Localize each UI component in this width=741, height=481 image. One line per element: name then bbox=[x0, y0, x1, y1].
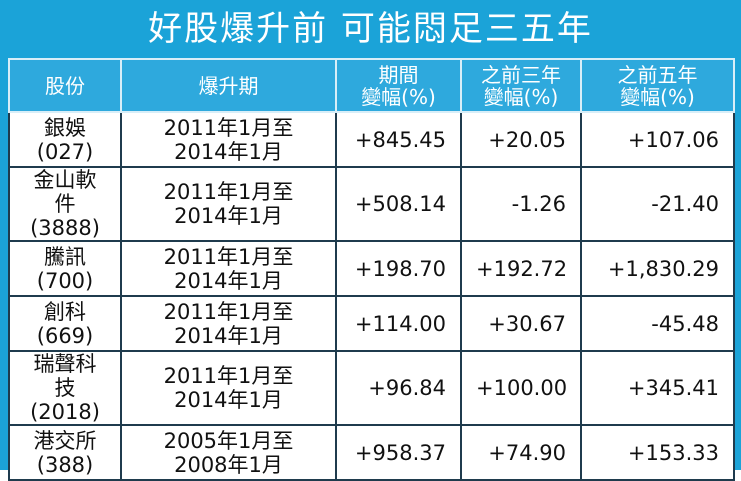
number-cell: +96.84 bbox=[335, 350, 462, 426]
table-row: 瑞聲科技 (2018) 2011年1月至 2014年1月 +96.84 +100.00 +3… bbox=[8, 350, 735, 426]
cell-line: +192.72 bbox=[476, 256, 568, 281]
number-cell: -21.40 bbox=[580, 166, 735, 242]
cell-line: 銀娛 bbox=[44, 115, 86, 140]
number-cell: -45.48 bbox=[580, 295, 735, 352]
cell-line: +114.00 bbox=[354, 311, 446, 336]
cell-line: +107.06 bbox=[627, 127, 719, 152]
cell-line: 期間 bbox=[378, 62, 419, 87]
cell-line: +345.41 bbox=[627, 376, 719, 400]
text-cell: 銀娛 (027) bbox=[8, 111, 122, 168]
cell-line: (700) bbox=[36, 268, 94, 293]
table-row: 港交所 (388) 2005年1月至 2008年1月 +958.37 +74.90 +153… bbox=[8, 424, 735, 481]
cell-line: 2014年1月 bbox=[174, 139, 283, 164]
cell-line: 金山軟件 bbox=[33, 168, 97, 216]
cell-line: +153.33 bbox=[627, 440, 719, 465]
header-cell: 之前三年 變幅(%) bbox=[460, 58, 582, 113]
cell-line: 之前三年 bbox=[481, 62, 561, 87]
number-cell: +30.67 bbox=[460, 295, 582, 352]
text-cell: 2011年1月至 2014年1月 bbox=[120, 295, 337, 352]
table-row: 騰訊 (700) 2011年1月至 2014年1月 +198.70 +192.72 +1,8… bbox=[8, 240, 735, 297]
cell-line: +96.84 bbox=[368, 376, 446, 400]
title: 好股爆升前 可能悶足三五年 bbox=[148, 9, 593, 49]
number-cell: +958.37 bbox=[335, 424, 462, 481]
number-cell: +845.45 bbox=[335, 111, 462, 168]
cell-line: 股份 bbox=[45, 73, 85, 98]
header-cell: 爆升期 bbox=[120, 58, 337, 113]
cell-line: +30.67 bbox=[488, 311, 566, 336]
cell-line: 2011年1月至 bbox=[163, 244, 294, 269]
text-cell: 2011年1月至 2014年1月 bbox=[120, 166, 337, 242]
text-cell: 2011年1月至 2014年1月 bbox=[120, 240, 337, 297]
number-cell: +100.00 bbox=[460, 350, 582, 426]
cell-line: +958.37 bbox=[354, 440, 446, 465]
cell-line: +100.00 bbox=[476, 376, 568, 400]
cell-line: +74.90 bbox=[488, 440, 566, 465]
text-cell: 2005年1月至 2008年1月 bbox=[120, 424, 337, 481]
cell-line: 2011年1月至 bbox=[163, 299, 294, 324]
number-cell: +508.14 bbox=[335, 166, 462, 242]
number-cell: +107.06 bbox=[580, 111, 735, 168]
cell-line: (2018) bbox=[30, 400, 100, 424]
cell-line: +198.70 bbox=[354, 256, 446, 281]
header-cell: 期間 變幅(%) bbox=[335, 58, 462, 113]
cell-line: 2014年1月 bbox=[174, 268, 283, 293]
number-cell: +153.33 bbox=[580, 424, 735, 481]
cell-line: (3888) bbox=[30, 216, 100, 240]
cell-line: 2011年1月至 bbox=[163, 364, 294, 388]
cell-line: 2014年1月 bbox=[174, 323, 283, 348]
table-row: 創科 (669) 2011年1月至 2014年1月 +114.00 +30.67 -45.4… bbox=[8, 295, 735, 352]
cell-line: +20.05 bbox=[488, 127, 566, 152]
text-cell: 港交所 (388) bbox=[8, 424, 122, 481]
text-cell: 騰訊 (700) bbox=[8, 240, 122, 297]
number-cell: +114.00 bbox=[335, 295, 462, 352]
cell-line: +1,830.29 bbox=[607, 256, 719, 281]
text-cell: 創科 (669) bbox=[8, 295, 122, 352]
number-cell: +345.41 bbox=[580, 350, 735, 426]
cell-line: -21.40 bbox=[651, 192, 719, 216]
cell-line: (669) bbox=[36, 323, 94, 348]
table: 股份 爆升期 期間 變幅(%) 之前三年 變幅(%) 之前五年 變幅(%) 銀娛 (027) 20… bbox=[8, 58, 735, 481]
header-row: 股份 爆升期 期間 變幅(%) 之前三年 變幅(%) 之前五年 變幅(%) bbox=[8, 58, 735, 113]
table-body: 銀娛 (027) 2011年1月至 2014年1月 +845.45 +20.05 +107.… bbox=[8, 111, 735, 481]
text-cell: 2011年1月至 2014年1月 bbox=[120, 111, 337, 168]
cell-line: 2014年1月 bbox=[174, 388, 283, 412]
number-cell: +74.90 bbox=[460, 424, 582, 481]
header-cell: 之前五年 變幅(%) bbox=[580, 58, 735, 113]
header-cell: 股份 bbox=[8, 58, 122, 113]
cell-line: 爆升期 bbox=[198, 73, 259, 98]
cell-line: 2008年1月 bbox=[174, 452, 283, 477]
cell-line: +508.14 bbox=[354, 192, 446, 216]
number-cell: +192.72 bbox=[460, 240, 582, 297]
table-row: 金山軟件 (3888) 2011年1月至 2014年1月 +508.14 -1.26 -21… bbox=[8, 166, 735, 242]
cell-line: 2005年1月至 bbox=[163, 428, 294, 453]
cell-line: -1.26 bbox=[511, 192, 566, 216]
number-cell: +20.05 bbox=[460, 111, 582, 168]
cell-line: 騰訊 bbox=[44, 244, 86, 269]
cell-line: (027) bbox=[36, 139, 94, 164]
number-cell: -1.26 bbox=[460, 166, 582, 242]
cell-line: 變幅(%) bbox=[361, 84, 436, 109]
cell-line: 2011年1月至 bbox=[163, 115, 294, 140]
table-row: 銀娛 (027) 2011年1月至 2014年1月 +845.45 +20.05 +107.… bbox=[8, 111, 735, 168]
cell-line: 變幅(%) bbox=[620, 84, 695, 109]
cell-line: 2011年1月至 bbox=[163, 180, 294, 204]
text-cell: 瑞聲科技 (2018) bbox=[8, 350, 122, 426]
cell-line: 變幅(%) bbox=[483, 84, 559, 109]
cell-line: 瑞聲科技 bbox=[33, 352, 97, 400]
text-cell: 金山軟件 (3888) bbox=[8, 166, 122, 242]
cell-line: 2014年1月 bbox=[174, 204, 283, 228]
cell-line: 港交所 bbox=[33, 428, 97, 453]
cell-line: 創科 bbox=[44, 299, 86, 324]
number-cell: +198.70 bbox=[335, 240, 462, 297]
cell-line: (388) bbox=[36, 452, 94, 477]
cell-line: -45.48 bbox=[651, 311, 719, 336]
number-cell: +1,830.29 bbox=[580, 240, 735, 297]
cell-line: 之前五年 bbox=[617, 62, 698, 87]
cell-line: +845.45 bbox=[354, 127, 446, 152]
text-cell: 2011年1月至 2014年1月 bbox=[120, 350, 337, 426]
